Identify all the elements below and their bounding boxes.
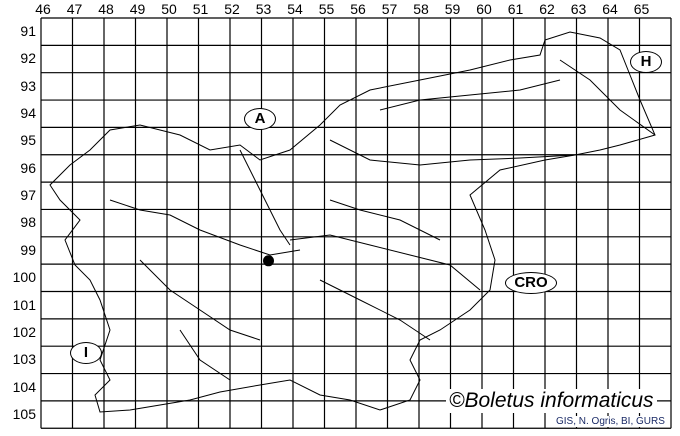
column-label: 58	[413, 1, 429, 17]
river	[199, 229, 301, 256]
column-label: 46	[35, 1, 51, 17]
row-label: 103	[12, 351, 36, 368]
river	[329, 199, 441, 241]
country-label-italy: I	[70, 342, 102, 364]
column-label: 48	[98, 1, 114, 17]
copyright-text: ©Boletus informaticus	[446, 389, 657, 413]
column-label: 60	[476, 1, 492, 17]
column-label: 56	[350, 1, 366, 17]
column-label: 62	[539, 1, 555, 17]
row-label: 98	[20, 214, 36, 231]
river	[329, 139, 576, 166]
column-label: 52	[224, 1, 240, 17]
column-label: 65	[633, 1, 650, 17]
credit-text: GIS, N. Ogris, BI, GURS	[554, 416, 667, 427]
row-label: 93	[20, 77, 36, 94]
row-label: 104	[12, 378, 36, 395]
row-label: 94	[20, 105, 36, 122]
border-line	[49, 31, 656, 413]
river	[139, 259, 261, 341]
row-label: 105	[12, 405, 36, 422]
river	[319, 279, 431, 341]
river	[289, 234, 481, 291]
row-label: 99	[20, 241, 36, 258]
column-label: 57	[381, 1, 398, 17]
river	[109, 199, 201, 231]
column-label: 64	[602, 1, 618, 17]
row-label: 100	[12, 269, 36, 286]
column-label: 61	[507, 1, 524, 17]
row-label: 101	[12, 296, 36, 313]
row-label: 95	[20, 132, 36, 149]
column-label: 59	[444, 1, 461, 17]
country-border	[49, 31, 656, 413]
row-label: 92	[20, 50, 36, 67]
country-label-croatia: CRO	[505, 272, 557, 294]
column-label: 53	[255, 1, 272, 17]
row-label: 96	[20, 159, 36, 176]
column-label: 55	[318, 1, 335, 17]
column-label: 51	[192, 1, 209, 17]
record-marker	[263, 255, 274, 267]
column-label: 47	[66, 1, 83, 17]
river	[179, 329, 231, 381]
row-label: 91	[20, 23, 36, 39]
row-label: 97	[20, 187, 36, 204]
column-label: 63	[570, 1, 587, 17]
column-label: 49	[129, 1, 146, 17]
river	[239, 149, 291, 246]
column-label: 54	[287, 1, 303, 17]
river	[559, 59, 656, 136]
country-label-hungary: H	[630, 51, 662, 73]
river	[379, 79, 561, 111]
column-label: 50	[161, 1, 177, 17]
country-label-austria: A	[244, 108, 276, 130]
grid-lines	[40, 17, 672, 429]
row-label: 102	[12, 323, 36, 340]
